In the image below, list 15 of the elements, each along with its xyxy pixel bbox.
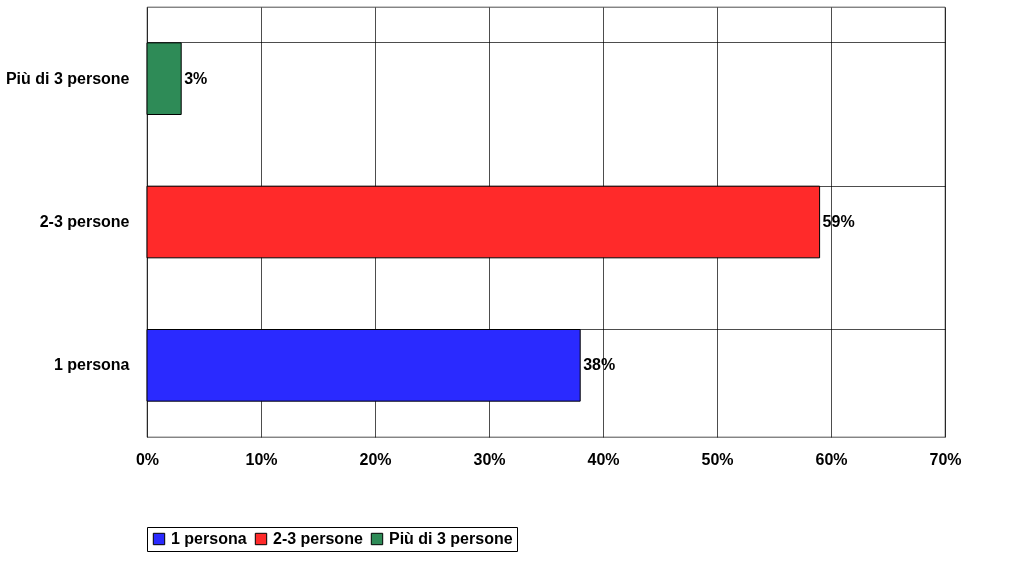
legend-label: 1 persona (171, 530, 247, 547)
y-tick-label: 2-3 persone (39, 213, 130, 230)
x-tick-label: 40% (587, 450, 620, 468)
y-tick-label: 1 persona (53, 356, 130, 374)
x-tick-label: 20% (359, 450, 392, 468)
legend-label: 2-3 persone (273, 530, 363, 547)
x-tick-label: 30% (473, 450, 506, 468)
x-tick-label: 70% (929, 450, 962, 468)
x-tick-label: 0% (135, 450, 160, 468)
y-tick-label: Più di 3 persone (5, 69, 130, 87)
x-tick-label: 10% (245, 450, 278, 468)
x-tick-label: 60% (815, 450, 848, 468)
x-tick-label: 50% (701, 450, 734, 468)
legend-label: Più di 3 persone (389, 530, 513, 547)
data-label: 3% (184, 69, 208, 87)
